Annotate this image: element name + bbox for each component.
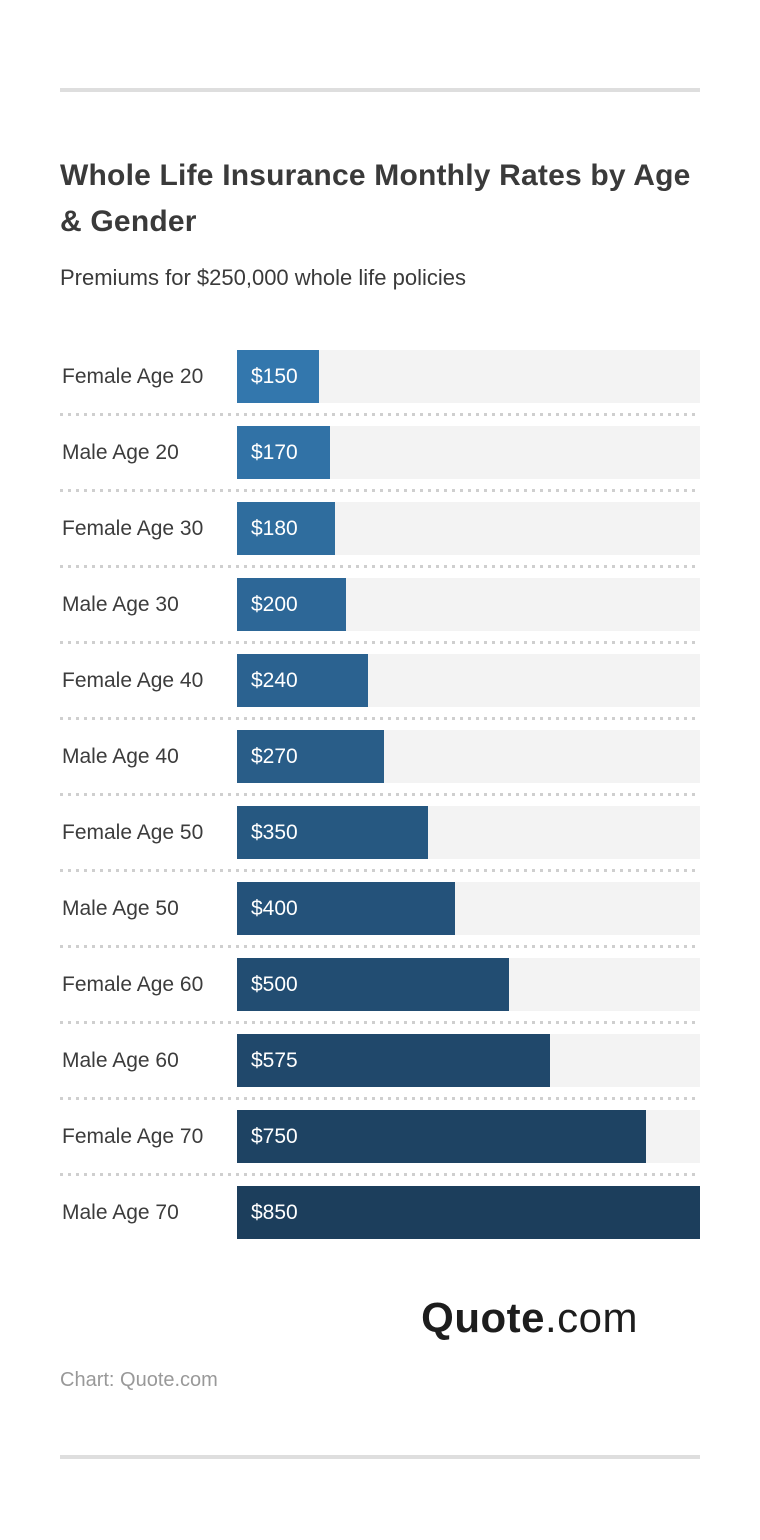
separator-line bbox=[60, 793, 700, 796]
bar-value-label: $400 bbox=[251, 896, 298, 920]
bar: $170 bbox=[237, 426, 330, 479]
bar-track: $575 bbox=[237, 1034, 700, 1087]
bar-track: $240 bbox=[237, 654, 700, 707]
bar: $500 bbox=[237, 958, 510, 1011]
row-separator bbox=[60, 1163, 700, 1186]
top-divider bbox=[60, 88, 700, 92]
separator-line bbox=[60, 641, 700, 644]
row-separator bbox=[60, 479, 700, 502]
row-separator bbox=[60, 631, 700, 654]
row-separator bbox=[60, 555, 700, 578]
chart-row: Male Age 60 $575 bbox=[60, 1034, 700, 1087]
chart-row: Male Age 50 $400 bbox=[60, 882, 700, 935]
bar-track: $180 bbox=[237, 502, 700, 555]
bar-value-label: $500 bbox=[251, 972, 298, 996]
bar-value-label: $180 bbox=[251, 516, 298, 540]
category-label: Male Age 60 bbox=[62, 1048, 179, 1072]
bar-chart: Female Age 20 $150 Male Age 20 $170 Female A… bbox=[60, 350, 700, 1239]
chart-row: Male Age 70 $850 bbox=[60, 1186, 700, 1239]
chart-credit: Chart: Quote.com bbox=[60, 1369, 218, 1391]
separator-line bbox=[60, 565, 700, 568]
chart-row: Female Age 20 $150 bbox=[60, 350, 700, 403]
bar-track: $400 bbox=[237, 882, 700, 935]
separator-line bbox=[60, 945, 700, 948]
category-label: Female Age 40 bbox=[62, 668, 204, 692]
bar: $850 bbox=[237, 1186, 700, 1239]
chart-row: Female Age 30 $180 bbox=[60, 502, 700, 555]
chart-row: Female Age 40 $240 bbox=[60, 654, 700, 707]
separator-line bbox=[60, 1097, 700, 1100]
chart-row: Male Age 40 $270 bbox=[60, 730, 700, 783]
bar-track: $850 bbox=[237, 1186, 700, 1239]
row-separator bbox=[60, 707, 700, 730]
bar-track: $150 bbox=[237, 350, 700, 403]
category-label: Male Age 50 bbox=[62, 896, 179, 920]
bar-track: $200 bbox=[237, 578, 700, 631]
category-label: Female Age 30 bbox=[62, 516, 204, 540]
bar-value-label: $170 bbox=[251, 440, 298, 464]
bar-track: $170 bbox=[237, 426, 700, 479]
bar-value-label: $150 bbox=[251, 364, 298, 388]
separator-line bbox=[60, 1021, 700, 1024]
bottom-divider bbox=[60, 1455, 700, 1459]
row-separator bbox=[60, 859, 700, 882]
bar: $240 bbox=[237, 654, 368, 707]
row-separator bbox=[60, 1087, 700, 1110]
chart-row: Female Age 70 $750 bbox=[60, 1110, 700, 1163]
category-label: Female Age 50 bbox=[62, 820, 204, 844]
bar-value-label: $270 bbox=[251, 744, 298, 768]
bar-value-label: $200 bbox=[251, 592, 298, 616]
chart-subtitle: Premiums for $250,000 whole life policie… bbox=[60, 265, 466, 290]
chart-row: Male Age 20 $170 bbox=[60, 426, 700, 479]
logo-text-light: .com bbox=[544, 1294, 638, 1341]
row-separator bbox=[60, 403, 700, 426]
separator-line bbox=[60, 717, 700, 720]
bar-value-label: $750 bbox=[251, 1124, 298, 1148]
chart-row: Female Age 60 $500 bbox=[60, 958, 700, 1011]
separator-line bbox=[60, 869, 700, 872]
bar: $575 bbox=[237, 1034, 551, 1087]
bar-value-label: $575 bbox=[251, 1048, 298, 1072]
logo-text-bold: Quote bbox=[421, 1294, 545, 1341]
category-label: Male Age 20 bbox=[62, 440, 179, 464]
category-label: Female Age 60 bbox=[62, 972, 204, 996]
bar: $750 bbox=[237, 1110, 646, 1163]
bar-track: $270 bbox=[237, 730, 700, 783]
bar-track: $500 bbox=[237, 958, 700, 1011]
category-label: Female Age 20 bbox=[62, 364, 204, 388]
row-separator bbox=[60, 783, 700, 806]
bar-value-label: $850 bbox=[251, 1200, 298, 1224]
bar: $400 bbox=[237, 882, 455, 935]
category-label: Male Age 30 bbox=[62, 592, 179, 616]
separator-line bbox=[60, 1173, 700, 1176]
category-label: Female Age 70 bbox=[62, 1124, 204, 1148]
bar: $270 bbox=[237, 730, 385, 783]
chart-row: Female Age 50 $350 bbox=[60, 806, 700, 859]
separator-line bbox=[60, 489, 700, 492]
bar-track: $350 bbox=[237, 806, 700, 859]
bar: $350 bbox=[237, 806, 428, 859]
bar: $180 bbox=[237, 502, 336, 555]
category-label: Male Age 40 bbox=[62, 744, 179, 768]
quote-com-logo: Quote.com bbox=[60, 1293, 700, 1343]
bar-value-label: $240 bbox=[251, 668, 298, 692]
category-label: Male Age 70 bbox=[62, 1200, 179, 1224]
bar: $200 bbox=[237, 578, 346, 631]
chart-row: Male Age 30 $200 bbox=[60, 578, 700, 631]
bar-value-label: $350 bbox=[251, 820, 298, 844]
bar: $150 bbox=[237, 350, 319, 403]
row-separator bbox=[60, 935, 700, 958]
row-separator bbox=[60, 1011, 700, 1034]
separator-line bbox=[60, 413, 700, 416]
bar-track: $750 bbox=[237, 1110, 700, 1163]
chart-header: Whole Life Insurance Monthly Rates by Ag… bbox=[60, 153, 700, 293]
chart-title: Whole Life Insurance Monthly Rates by Ag… bbox=[60, 159, 691, 238]
